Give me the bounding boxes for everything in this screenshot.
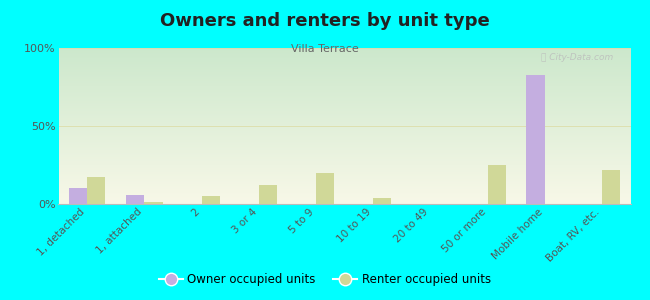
Bar — [87, 178, 105, 204]
Text: Owners and renters by unit type: Owners and renters by unit type — [160, 12, 490, 30]
Legend: Owner occupied units, Renter occupied units: Owner occupied units, Renter occupied un… — [154, 269, 496, 291]
Bar — [126, 195, 144, 204]
Bar — [602, 170, 620, 204]
Bar — [144, 202, 162, 204]
Bar — [526, 74, 545, 204]
Bar — [202, 196, 220, 204]
Bar — [259, 185, 277, 204]
Bar — [488, 165, 506, 204]
Bar — [69, 188, 87, 204]
Text: Villa Terrace: Villa Terrace — [291, 44, 359, 53]
Bar — [373, 198, 391, 204]
Text: Ⓢ City-Data.com: Ⓢ City-Data.com — [541, 53, 614, 62]
Bar — [316, 173, 334, 204]
